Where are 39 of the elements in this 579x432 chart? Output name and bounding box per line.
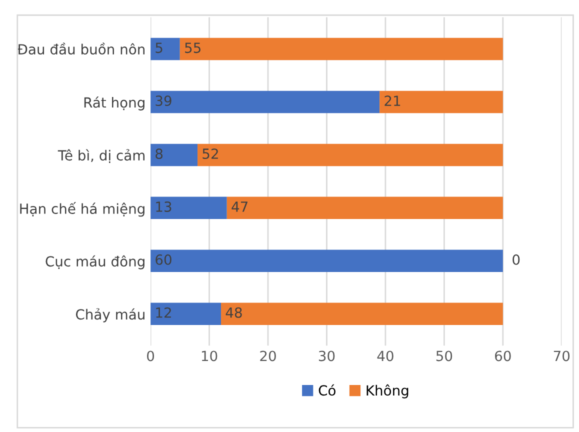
data-label: 48 — [226, 307, 242, 318]
data-label: 13 — [156, 201, 172, 212]
bar — [226, 196, 503, 220]
bar — [221, 302, 503, 325]
x-tick-label: 60 — [495, 350, 511, 362]
data-label: 21 — [384, 96, 400, 106]
data-label: 52 — [202, 148, 218, 159]
data-label: 60 — [156, 254, 172, 265]
x-tick-label: 20 — [260, 350, 276, 362]
data-label: 55 — [185, 42, 200, 54]
x-tick-label: 50 — [436, 350, 452, 362]
data-label: 0 — [512, 254, 520, 265]
data-label: 39 — [156, 96, 172, 106]
x-tick-label: 0 — [147, 350, 154, 362]
bar — [198, 144, 503, 166]
x-tick-label: 70 — [554, 350, 570, 362]
data-label: 47 — [232, 202, 248, 212]
bar — [150, 196, 227, 220]
legend-label: Có — [318, 384, 336, 396]
y-tick-label: Tê bì, dị cảm — [58, 149, 144, 163]
bar — [150, 38, 180, 60]
x-tick-label: 30 — [318, 350, 335, 362]
bar — [150, 144, 198, 166]
y-tick-label: Hạn chế há miệng — [20, 202, 144, 217]
x-tick-label: 10 — [202, 350, 218, 362]
data-label: 12 — [156, 307, 171, 318]
bar — [150, 250, 503, 272]
y-tick-label: Đau đầu buồn nôn — [17, 42, 144, 55]
y-tick-label: Chảy máu — [76, 308, 144, 322]
data-label: 8 — [156, 148, 163, 159]
bar — [150, 90, 380, 114]
bar — [180, 38, 503, 60]
bar — [150, 302, 222, 325]
legend-label: Không — [366, 384, 408, 398]
y-tick-label: Rát họng — [84, 96, 144, 110]
x-tick-label: 40 — [377, 350, 394, 362]
y-tick-label: Cục máu đông — [46, 255, 144, 270]
data-label: 5 — [156, 42, 162, 54]
bar — [380, 90, 503, 114]
